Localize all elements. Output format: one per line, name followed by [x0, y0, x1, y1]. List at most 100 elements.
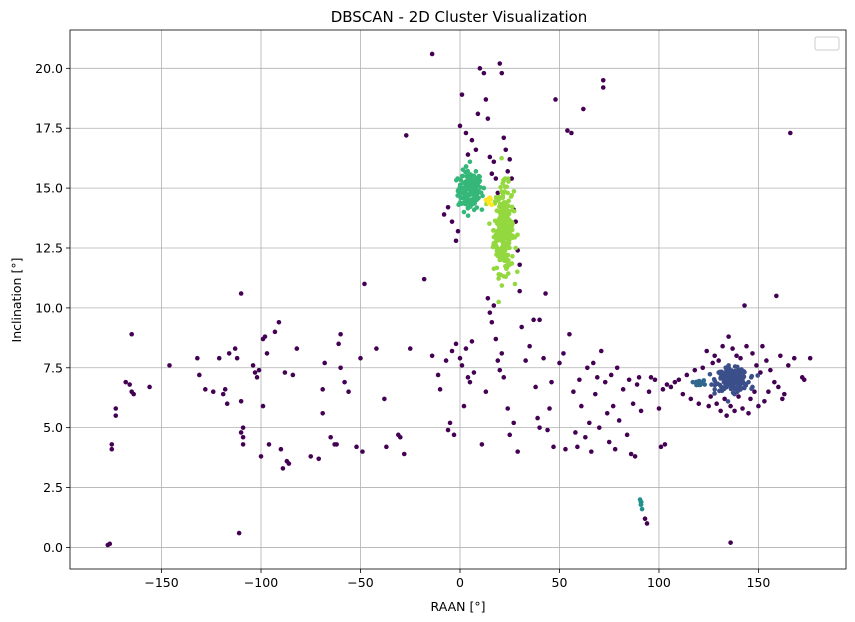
noise-point — [461, 403, 467, 409]
cluster-green-point — [471, 207, 477, 213]
cluster-green-point — [467, 159, 473, 165]
noise-point — [384, 444, 389, 450]
cluster-lime-point — [497, 204, 502, 210]
data-points — [105, 51, 813, 548]
noise-point — [752, 389, 757, 395]
noise-point — [547, 406, 552, 411]
noise-point — [551, 444, 556, 450]
cluster-green-point — [476, 179, 481, 184]
noise-point — [549, 379, 554, 385]
noise-point — [575, 444, 580, 450]
noise-point — [708, 394, 713, 399]
noise-point — [507, 432, 513, 438]
cluster-green-point — [475, 182, 481, 188]
cluster-green-point — [470, 189, 475, 195]
cluster-lime-point — [506, 262, 511, 268]
x-tick-label: −50 — [347, 575, 373, 590]
cluster-lime-point — [500, 223, 506, 229]
cluster-green-point — [474, 193, 479, 199]
cluster-navy-point — [737, 379, 742, 385]
noise-point — [234, 355, 240, 361]
noise-point — [382, 396, 387, 402]
cluster-navy-point — [712, 391, 717, 396]
noise-point — [571, 389, 576, 395]
cluster-lime-point — [505, 271, 511, 276]
noise-point — [493, 176, 499, 181]
cluster-lime-point — [515, 269, 520, 275]
cluster-lime-point — [507, 245, 512, 251]
noise-point — [316, 456, 322, 462]
noise-point — [238, 291, 244, 296]
noise-point — [240, 434, 246, 440]
noise-point — [475, 111, 481, 117]
noise-point — [581, 106, 586, 112]
noise-point — [791, 355, 797, 361]
noise-point — [113, 413, 119, 418]
noise-point — [587, 420, 592, 426]
noise-point — [491, 159, 497, 165]
cluster-green-point — [462, 191, 468, 197]
noise-point — [465, 375, 471, 380]
noise-point — [238, 399, 244, 404]
noise-point — [497, 61, 503, 66]
noise-point — [495, 190, 501, 196]
noise-point — [463, 130, 469, 136]
cluster-lime-point — [505, 217, 510, 223]
noise-point — [403, 133, 409, 138]
noise-point — [374, 346, 379, 351]
noise-point — [553, 97, 558, 102]
noise-point — [614, 365, 620, 371]
noise-point — [276, 319, 282, 325]
cluster-navy-point — [735, 389, 740, 395]
noise-point — [499, 351, 505, 356]
cluster-green-point — [466, 200, 471, 205]
noise-point — [503, 147, 509, 153]
noise-point — [471, 370, 477, 375]
cluster-lime-point — [513, 245, 518, 251]
cluster-lime-point — [498, 184, 503, 190]
axis-ticks: −150 −100 −50 0 50 100 150 0.0 2.5 5.0 7.5 10.0 12.5… — [35, 61, 770, 590]
noise-point — [507, 157, 513, 162]
noise-point — [453, 341, 459, 347]
cluster-lime-point — [506, 240, 512, 246]
noise-point — [632, 454, 638, 459]
y-axis-label: Inclination [°] — [9, 258, 24, 343]
cluster-lime-point — [498, 215, 504, 221]
noise-point — [662, 442, 668, 447]
noise-point — [256, 367, 262, 373]
x-axis-label: RAAN [°] — [431, 599, 486, 614]
noise-point — [459, 363, 465, 368]
cluster-navy-point — [709, 382, 714, 387]
y-tick-label: 2.5 — [43, 480, 63, 495]
noise-point — [630, 401, 636, 407]
noise-point — [583, 434, 588, 440]
cluster-lime-point — [502, 176, 508, 181]
noise-point — [600, 78, 606, 83]
cluster-lime-point — [491, 228, 496, 233]
noise-point — [664, 382, 670, 387]
cluster-navy-point — [720, 386, 726, 392]
noise-point — [732, 408, 737, 414]
noise-point — [620, 387, 626, 392]
cluster-lime-point — [504, 229, 509, 235]
y-tick-label: 17.5 — [35, 121, 63, 136]
noise-point — [517, 262, 522, 268]
noise-point — [780, 396, 785, 402]
cluster-lime-point — [506, 258, 511, 263]
cluster-green-point — [468, 204, 473, 209]
noise-point — [646, 389, 652, 395]
noise-point — [445, 427, 451, 433]
noise-point — [113, 406, 119, 411]
noise-point — [527, 343, 532, 349]
noise-point — [756, 403, 761, 409]
noise-point — [505, 169, 511, 174]
noise-point — [658, 444, 664, 450]
noise-point — [660, 387, 666, 392]
noise-point — [734, 353, 739, 359]
cluster-navy-point — [725, 399, 731, 404]
noise-point — [596, 425, 602, 430]
noise-point — [360, 449, 365, 454]
noise-point — [591, 360, 596, 366]
x-tick-label: 50 — [552, 575, 568, 590]
noise-point — [511, 420, 517, 426]
